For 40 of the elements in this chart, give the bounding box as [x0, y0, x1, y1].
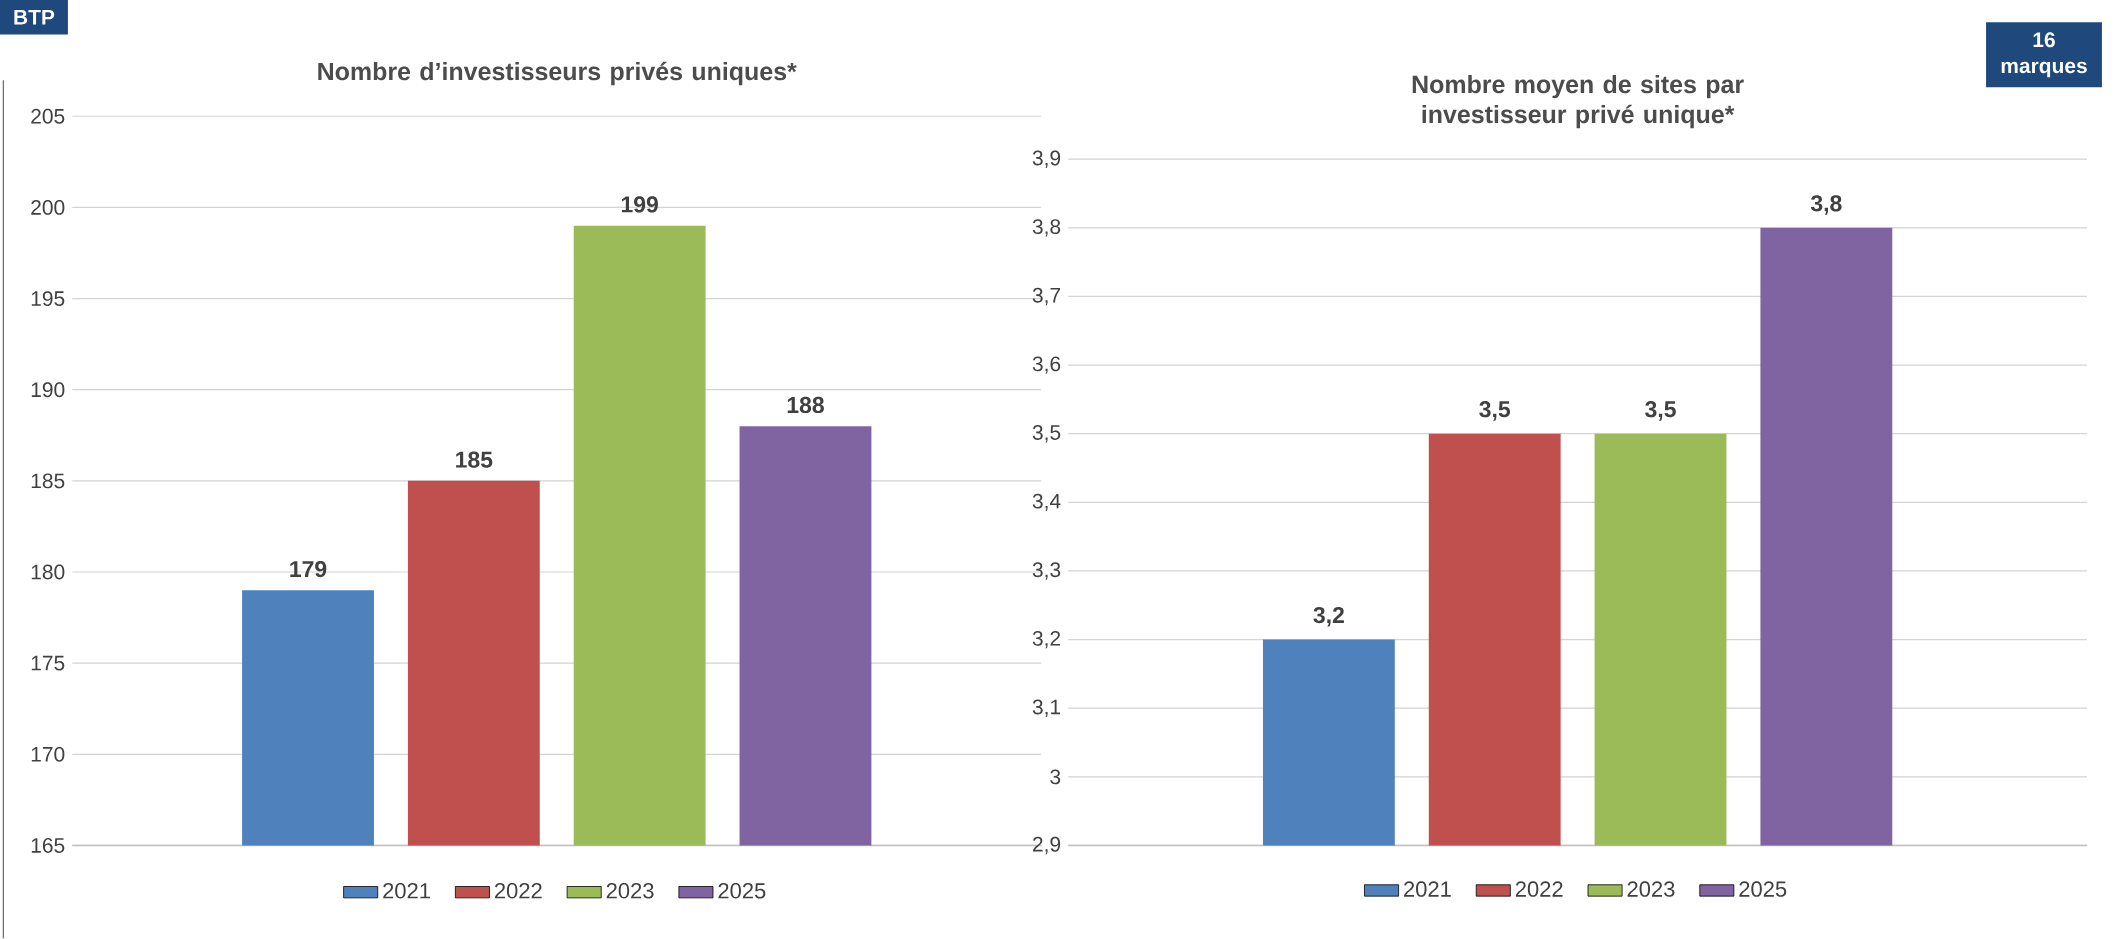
data-label: 3,8 — [1810, 195, 1842, 215]
data-label: 179 — [290, 560, 327, 578]
y-tick-label: 3,8 — [1032, 219, 1061, 237]
legend-label: 2025 — [718, 883, 766, 899]
legend-label: 2023 — [1627, 881, 1675, 897]
y-tick-label: 3,6 — [1032, 356, 1061, 374]
y-tick-label: 195 — [31, 291, 65, 307]
y-tick-label: 3,2 — [1032, 630, 1061, 649]
y-tick-label: 3,5 — [1032, 425, 1061, 443]
legend-label: 2022 — [494, 883, 542, 899]
y-tick-label: 205 — [31, 108, 65, 124]
chart-title: Nombre d’investisseurs privés uniques* — [318, 61, 797, 86]
y-tick-label: 180 — [31, 564, 65, 580]
chart-title: Nombre moyen de sites par investisseur privé unique* — [1412, 74, 1744, 129]
y-tick-label: 3,3 — [1032, 562, 1061, 580]
data-label: 199 — [621, 196, 658, 213]
y-tick-label: 3,9 — [1032, 150, 1061, 168]
y-tick-label: 3,7 — [1032, 287, 1061, 306]
y-tick-label: 175 — [31, 655, 65, 671]
y-tick-label: 3 — [1050, 769, 1061, 785]
data-label: 188 — [787, 396, 824, 414]
data-label: 3,5 — [1479, 401, 1511, 421]
y-tick-label: 185 — [31, 473, 65, 489]
text: BTP — [14, 10, 55, 25]
data-label: 3,5 — [1645, 401, 1676, 421]
text: 16 marques — [2001, 32, 2087, 78]
legend-label: 2023 — [606, 883, 654, 899]
y-tick-label: 190 — [31, 382, 65, 398]
data-label: 185 — [456, 451, 493, 468]
legend-label: 2021 — [1404, 881, 1451, 897]
y-tick-label: 200 — [31, 200, 65, 215]
y-tick-label: 2,9 — [1033, 836, 1061, 855]
legend-label: 2025 — [1739, 881, 1787, 897]
y-tick-label: 165 — [31, 838, 65, 853]
legend-label: 2022 — [1515, 881, 1563, 897]
y-tick-label: 3,4 — [1032, 493, 1061, 512]
y-tick-label: 3,1 — [1032, 699, 1061, 717]
legend-label: 2021 — [383, 883, 430, 899]
data-label: 3,2 — [1313, 606, 1344, 627]
y-tick-label: 170 — [31, 746, 65, 762]
